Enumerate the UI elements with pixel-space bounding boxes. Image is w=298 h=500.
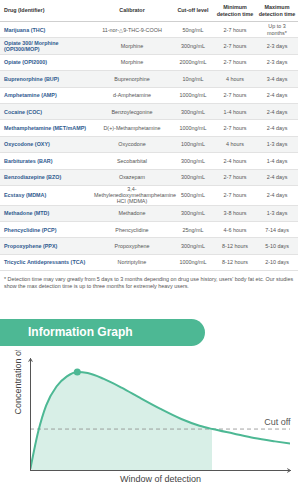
html-text:Methamphetamine (MET/mAMP): Methamphetamine (MET/mAMP) [4,124,87,131]
html-text:Cocaine (COC): Cocaine (COC) [4,108,42,115]
html-text:Barbiturates (BAR): Barbiturates (BAR) [4,157,53,164]
html-text:Phencyclidine: Phencyclidine [115,226,149,233]
html-text:2-10 days: 2-10 days [265,259,289,266]
html-text:11-nor-△9-THC-9-COOH: 11-nor-△9-THC-9-COOH [102,26,162,33]
html-text:Oxycodone (OXY): Oxycodone (OXY) [4,141,50,148]
html-text:Tricyclic Antidepressants (TCA: Tricyclic Antidepressants (TCA) [4,259,86,266]
html-text:8-12 hours: 8-12 hours [222,242,248,249]
html-text:500ng/mL: 500ng/mL [181,192,205,199]
html-text:4-6 hours: 4-6 hours [223,226,247,233]
html-text:Propoxyphene (PPX): Propoxyphene (PPX) [4,242,58,249]
html-text:2-3 days: 2-3 days [266,43,288,49]
html-text:2-7 hours: 2-7 hours [223,59,247,66]
html-text:Maximum detection time: Maximum detection time [258,4,296,17]
html-text:300ng/mL: 300ng/mL [181,242,205,249]
html-text:2-7 hours: 2-7 hours [223,124,247,131]
html-text:2-7 hours: 2-7 hours [223,92,247,99]
html-text:D(+)-Methamphetamine: D(+)-Methamphetamine [103,124,161,131]
html-text:Morphine: Morphine [120,59,144,66]
html-text:3-8 hours: 3-8 hours [223,210,247,217]
html-text:2-7 hours: 2-7 hours [223,26,247,33]
html-text:300ng/mL: 300ng/mL [181,43,205,49]
html-text:2-4 days: 2-4 days [266,192,288,199]
html-text:Oxycodone: Oxycodone [118,141,146,148]
html-text:1-3 days: 1-3 days [266,210,288,217]
html-text:Benzoylecgonine: Benzoylecgonine [111,108,153,115]
html-text:Propoxyphene: Propoxyphene [114,242,150,249]
html-text:300ng/mL: 300ng/mL [181,174,205,181]
html-text:Marijuana (THC): Marijuana (THC) [4,26,46,33]
html-text:2-7 hours: 2-7 hours [223,192,247,199]
html-text:Calibrator: Calibrator [119,7,145,14]
html-text:1000ng/mL: 1000ng/mL [179,259,207,266]
html-text:* Detection time may vary grea: * Detection time may vary greatly from 5… [4,276,294,289]
html-text:50ng/mL: 50ng/mL [182,26,204,33]
html-text:2000ng/mL: 2000ng/mL [179,59,207,66]
html-text:Information Graph: Information Graph [28,325,133,340]
html-text:25ng/mL: 25ng/mL [182,226,204,233]
html-text:Minimum detection time: Minimum detection time [216,4,254,17]
svg-text:Window of detection: Window of detection [120,474,201,484]
html-text:3-4 days: 3-4 days [266,75,288,82]
html-text:2-4 days: 2-4 days [266,174,288,181]
html-text:2-7 hours: 2-7 hours [223,43,247,49]
html-text:Amphetamine (AMP): Amphetamine (AMP) [4,92,57,99]
html-text:3,4-Methylenedioxymethamphetam: 3,4-Methylenedioxymethamphetamine HCl (M… [94,185,177,205]
html-text:Methadone (MTD): Methadone (MTD) [4,210,50,217]
html-text:1-4 days: 1-4 days [266,157,288,164]
html-text:2-4 days: 2-4 days [266,108,288,115]
html-text:300ng/mL: 300ng/mL [181,108,205,115]
html-text:4 hours: 4 hours [226,141,244,148]
svg-text:Cut off: Cut off [264,417,291,427]
html-text:1-3 days: 1-3 days [266,141,288,148]
html-text:4 hours: 4 hours [226,75,244,82]
html-text:100ng/mL: 100ng/mL [181,141,205,148]
html-text:8-12 hours: 8-12 hours [222,259,248,266]
svg-text:Concentration of metabolite: Concentration of metabolite [13,350,23,415]
html-text:7-14 days: 7-14 days [265,226,289,233]
html-text:2-4 days: 2-4 days [266,92,288,99]
html-text:5-10 days: 5-10 days [265,242,289,249]
html-text:Buprenorphine (BUP): Buprenorphine (BUP) [4,75,60,82]
html-text:Secobarbital: Secobarbital [117,157,147,164]
html-text:300ng/mL: 300ng/mL [181,157,205,164]
html-text:d-Amphetamine: d-Amphetamine [113,92,151,99]
html-text:Oxazepam: Oxazepam [119,174,145,181]
html-text:Methadone: Methadone [118,210,146,217]
html-text:Opiate 300/ Morphine (OPI300/M: Opiate 300/ Morphine (OPI300/MOP) [4,39,59,53]
html-text:Up to 3 months*: Up to 3 months* [267,23,287,36]
html-text:2-4 days: 2-4 days [266,124,288,131]
html-text:1-4 hours: 1-4 hours [223,108,247,115]
html-text:2-3 days: 2-3 days [266,59,288,66]
html-text:Nortriptyline: Nortriptyline [117,259,147,266]
html-text:Cut-off level: Cut-off level [177,7,209,14]
html-text:10ng/mL: 10ng/mL [182,75,204,82]
html-text:Drug (Identifier): Drug (Identifier) [4,7,45,14]
html-text:1000ng/mL: 1000ng/mL [179,92,207,99]
html-text:2-4 hours: 2-4 hours [223,157,247,164]
html-text:Opiate (OPI2000): Opiate (OPI2000) [4,59,48,66]
html-text:Benzodiazepine (BZO): Benzodiazepine (BZO) [4,174,62,181]
html-text:Morphine: Morphine [120,43,144,49]
html-text:Phencyclidine (PCP): Phencyclidine (PCP) [4,226,57,233]
html-text:Ecstasy (MDMA): Ecstasy (MDMA) [4,192,47,199]
html-text:Buprenorphine: Buprenorphine [114,75,150,82]
html-text:2-7 hours: 2-7 hours [223,174,247,181]
html-text:300ng/mL: 300ng/mL [181,210,205,217]
html-text:1000ng/mL: 1000ng/mL [179,124,207,131]
